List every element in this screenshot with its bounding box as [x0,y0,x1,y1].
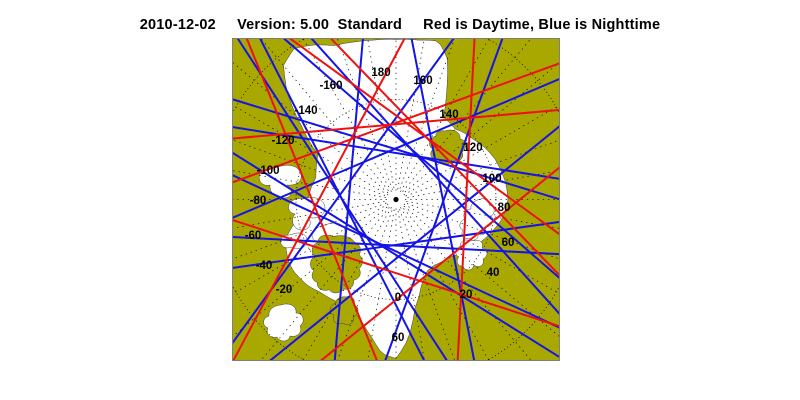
svg-text:-140: -140 [294,105,317,117]
svg-text:120: 120 [463,142,482,154]
svg-text:0: 0 [395,292,401,304]
svg-text:-20: -20 [276,284,293,296]
svg-text:60: 60 [502,237,515,249]
svg-text:40: 40 [487,267,500,279]
svg-text:-100: -100 [256,165,279,177]
svg-text:-40: -40 [256,260,273,272]
svg-text:-160: -160 [319,80,342,92]
svg-text:180: 180 [371,67,390,79]
svg-text:20: 20 [460,289,473,301]
svg-text:160: 160 [413,75,432,87]
svg-text:140: 140 [439,109,458,121]
svg-text:100: 100 [482,173,501,185]
svg-text:-120: -120 [271,135,294,147]
svg-text:-80: -80 [250,195,267,207]
svg-text:-60: -60 [245,230,262,242]
svg-text:80: 80 [498,202,511,214]
svg-text:60: 60 [392,332,405,344]
